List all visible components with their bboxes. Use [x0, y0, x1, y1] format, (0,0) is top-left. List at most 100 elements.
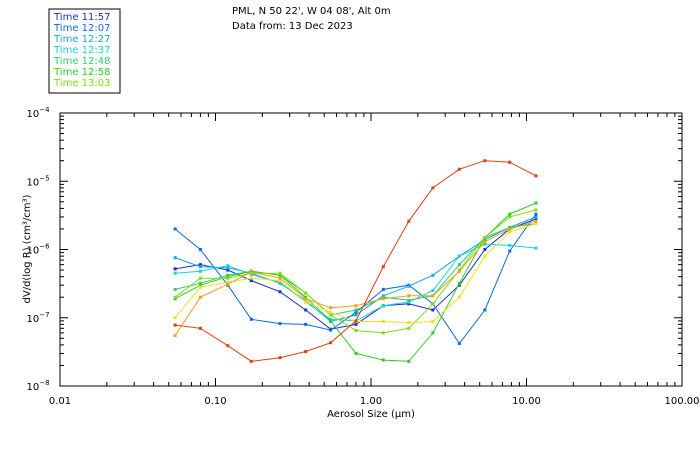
data-point — [534, 217, 538, 221]
data-point — [249, 359, 253, 363]
data-point — [483, 159, 487, 163]
data-point — [483, 238, 487, 242]
data-point — [198, 276, 202, 280]
chart-title-location: PML, N 50 22', W 04 08', Alt 0m — [232, 6, 391, 17]
data-point — [431, 308, 435, 312]
y-tick-label: 10−5 — [26, 174, 49, 188]
data-point — [407, 284, 411, 288]
data-point — [304, 298, 308, 302]
data-point — [457, 281, 461, 285]
data-point — [431, 186, 435, 190]
data-point — [381, 331, 385, 335]
data-point — [534, 215, 538, 219]
data-point — [304, 297, 308, 301]
data-point — [173, 323, 177, 327]
data-point — [329, 313, 333, 317]
data-point — [226, 276, 230, 280]
data-point — [508, 243, 512, 247]
data-point — [329, 341, 333, 345]
data-point — [354, 310, 358, 314]
data-point — [354, 313, 358, 317]
legend-entry: Time 12:58 — [53, 67, 110, 78]
data-point — [173, 256, 177, 260]
x-axis-label: Aerosol Size (µm) — [327, 409, 415, 420]
data-point — [407, 326, 411, 330]
y-axis-ticks: 10−8 10−7 10−6 10−5 10−4 — [26, 106, 682, 393]
y-axis-label: dV/d(log R) (cm³/cm³) — [22, 194, 33, 303]
data-point — [173, 227, 177, 231]
data-point — [381, 358, 385, 362]
data-point — [278, 279, 282, 283]
data-point — [278, 276, 282, 280]
data-point — [457, 254, 461, 258]
legend-entry: Time 12:07 — [53, 23, 110, 34]
data-point — [304, 350, 308, 354]
data-point — [407, 321, 411, 325]
data-point — [534, 174, 538, 178]
data-point — [534, 201, 538, 205]
data-point — [508, 227, 512, 231]
series-layer — [173, 159, 538, 363]
data-point — [407, 294, 411, 298]
data-point — [457, 263, 461, 267]
data-point — [483, 240, 487, 244]
data-point — [431, 294, 435, 298]
y-tick-label: 10−8 — [26, 379, 49, 393]
data-point — [329, 328, 333, 332]
series-10 — [173, 159, 538, 363]
data-point — [249, 279, 253, 283]
data-point — [407, 302, 411, 306]
legend-entry: Time 13:03 — [53, 78, 110, 89]
data-point — [534, 212, 538, 216]
data-point — [381, 295, 385, 299]
data-point — [198, 283, 202, 287]
data-point — [249, 276, 253, 280]
data-point — [198, 295, 202, 299]
data-point — [381, 287, 385, 291]
data-point — [329, 306, 333, 310]
data-point — [249, 270, 253, 274]
data-point — [381, 320, 385, 324]
data-point — [457, 295, 461, 299]
data-point — [483, 235, 487, 239]
data-point — [304, 295, 308, 299]
data-point — [534, 246, 538, 250]
x-tick-label: 10.00 — [512, 396, 541, 407]
data-point — [431, 331, 435, 335]
data-point — [354, 329, 358, 333]
data-point — [198, 269, 202, 273]
data-point — [457, 269, 461, 273]
data-point — [173, 267, 177, 271]
x-tick-label: 0.01 — [49, 396, 71, 407]
data-point — [173, 297, 177, 301]
series-9 — [173, 219, 538, 337]
data-point — [198, 326, 202, 330]
data-point — [354, 319, 358, 323]
data-point — [226, 275, 230, 279]
data-point — [278, 271, 282, 275]
data-point — [173, 271, 177, 275]
data-point — [508, 249, 512, 253]
data-point — [173, 316, 177, 320]
data-point — [431, 273, 435, 277]
data-point — [407, 300, 411, 304]
data-point — [407, 298, 411, 302]
data-point — [226, 282, 230, 286]
x-axis-ticks: 0.01 0.10 1.00 10.00 100.00 — [49, 113, 700, 407]
data-point — [407, 219, 411, 223]
data-point — [508, 160, 512, 164]
data-point — [304, 300, 308, 304]
data-point — [354, 322, 358, 326]
data-point — [431, 320, 435, 324]
data-point — [483, 308, 487, 312]
data-point — [457, 283, 461, 287]
data-point — [226, 280, 230, 284]
data-point — [354, 351, 358, 355]
data-point — [226, 266, 230, 270]
data-point — [249, 317, 253, 321]
y-tick-label: 10−6 — [26, 243, 50, 257]
data-point — [173, 333, 177, 337]
x-tick-label: 100.00 — [665, 396, 700, 407]
data-point — [278, 273, 282, 277]
